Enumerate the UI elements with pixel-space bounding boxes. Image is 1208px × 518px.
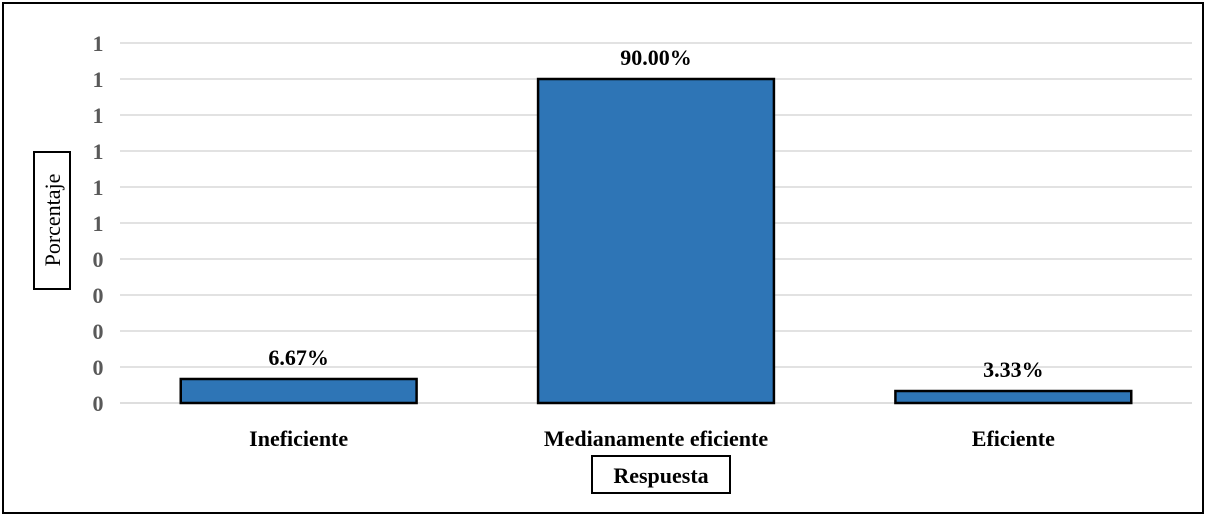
y-tick-label: 0: [93, 391, 104, 416]
y-tick-label: 1: [93, 31, 104, 56]
bars: [179, 77, 1133, 405]
x-axis-title-box: [591, 455, 731, 494]
data-labels: 6.67% 90.00% 3.33%: [268, 45, 1043, 382]
x-axis-title-group: Respuesta: [591, 455, 731, 494]
y-tick-label: 0: [93, 283, 104, 308]
y-axis-title: Porcentaje: [40, 174, 65, 267]
y-axis-title-box: [33, 151, 71, 290]
category-label: Ineficiente: [249, 426, 348, 451]
data-label: 3.33%: [983, 357, 1044, 382]
category-label: Medianamente eficiente: [544, 426, 768, 451]
y-axis-ticks: 0 0 0 0 0 1 1 1 1 1 1: [93, 31, 104, 416]
x-axis-title: Respuesta: [613, 463, 708, 488]
data-label: 90.00%: [620, 45, 692, 70]
y-tick-label: 1: [93, 103, 104, 128]
y-tick-label: 1: [93, 175, 104, 200]
data-label: 6.67%: [268, 345, 329, 370]
y-tick-label: 0: [93, 355, 104, 380]
category-label: Eficiente: [972, 426, 1055, 451]
y-tick-label: 0: [93, 319, 104, 344]
y-axis-title-group: Porcentaje: [33, 151, 71, 290]
bar: [536, 77, 776, 405]
y-tick-label: 0: [93, 247, 104, 272]
bar: [894, 389, 1133, 405]
y-tick-label: 1: [93, 139, 104, 164]
y-tick-label: 1: [93, 211, 104, 236]
bar: [179, 377, 418, 405]
x-axis-categories: Ineficiente Medianamente eficiente Eficien…: [249, 426, 1055, 451]
y-tick-label: 1: [93, 67, 104, 92]
